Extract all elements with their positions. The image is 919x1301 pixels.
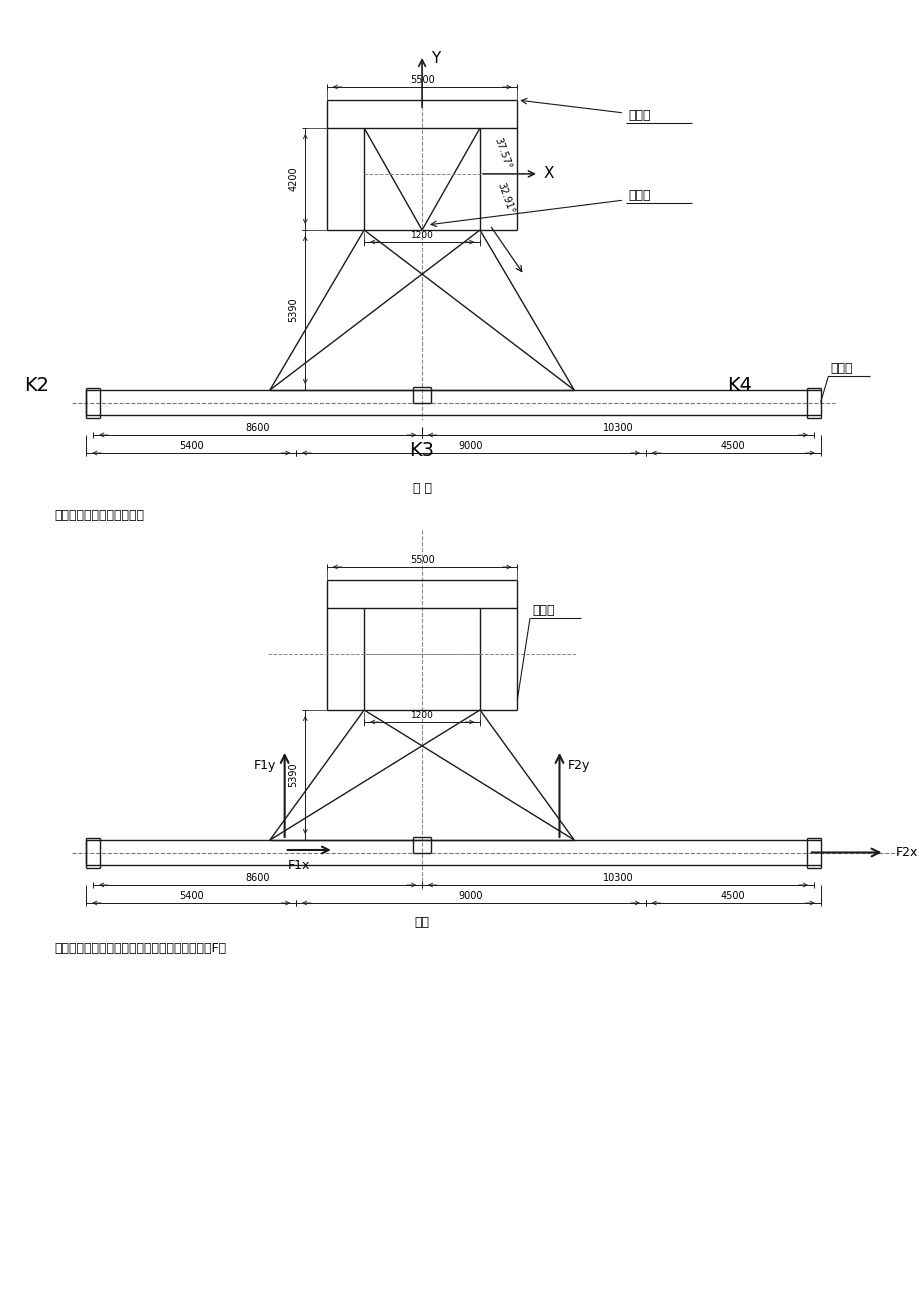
Text: 4500: 4500 bbox=[720, 441, 744, 451]
Text: 9000: 9000 bbox=[459, 891, 482, 902]
Text: 图 二: 图 二 bbox=[412, 481, 431, 494]
Text: 4200: 4200 bbox=[289, 167, 298, 191]
Text: F1y: F1y bbox=[254, 758, 276, 771]
Text: 5500: 5500 bbox=[409, 75, 434, 85]
Text: 8600: 8600 bbox=[245, 423, 269, 433]
Text: K3: K3 bbox=[409, 441, 434, 459]
Text: Y: Y bbox=[431, 51, 440, 65]
Text: 该工况下的受力简图如下：: 该工况下的受力简图如下： bbox=[54, 509, 144, 522]
Text: 5390: 5390 bbox=[289, 762, 298, 787]
Text: 9000: 9000 bbox=[459, 441, 482, 451]
Text: 附着梁: 附着梁 bbox=[830, 362, 852, 375]
Text: 图三: 图三 bbox=[414, 916, 429, 929]
Text: 8600: 8600 bbox=[245, 873, 269, 883]
Text: F1x: F1x bbox=[288, 859, 311, 872]
Text: 标准节: 标准节 bbox=[628, 189, 650, 202]
Text: X: X bbox=[543, 167, 553, 181]
Text: K4: K4 bbox=[727, 376, 752, 394]
Text: 4500: 4500 bbox=[720, 891, 744, 902]
Text: 32.91°: 32.91° bbox=[495, 181, 516, 215]
Text: 1200: 1200 bbox=[410, 230, 433, 239]
Text: 5390: 5390 bbox=[289, 298, 298, 323]
Text: 根据厂家所提供的受力数据得知图中力的大小如F：: 根据厂家所提供的受力数据得知图中力的大小如F： bbox=[54, 942, 226, 955]
Text: 附着框: 附着框 bbox=[628, 108, 650, 121]
Text: K2: K2 bbox=[24, 376, 49, 394]
Text: 5400: 5400 bbox=[179, 891, 203, 902]
Text: F2y: F2y bbox=[567, 758, 590, 771]
Text: 附着框: 附着框 bbox=[531, 604, 554, 617]
Text: 10300: 10300 bbox=[602, 423, 632, 433]
Text: 10300: 10300 bbox=[602, 873, 632, 883]
Text: 1200: 1200 bbox=[410, 710, 433, 719]
Text: F2x: F2x bbox=[895, 846, 917, 859]
Text: 5400: 5400 bbox=[179, 441, 203, 451]
Text: 37.57°: 37.57° bbox=[493, 137, 513, 170]
Text: 5500: 5500 bbox=[409, 556, 434, 565]
